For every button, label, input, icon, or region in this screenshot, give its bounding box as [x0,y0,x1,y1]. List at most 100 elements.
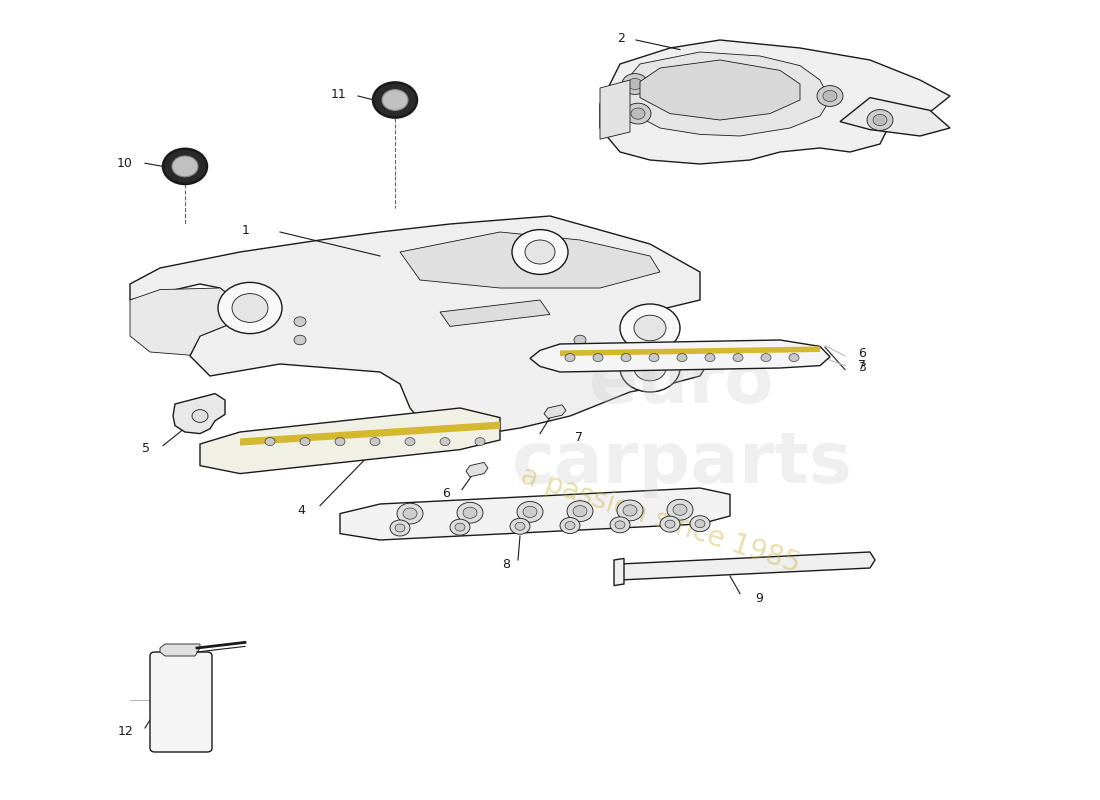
Text: 6: 6 [442,487,450,500]
Circle shape [676,354,688,362]
Circle shape [565,522,575,530]
Circle shape [463,507,477,518]
Text: 2: 2 [617,32,625,45]
Circle shape [510,518,530,534]
Circle shape [450,519,470,535]
Polygon shape [544,405,566,418]
Circle shape [621,354,631,362]
Circle shape [373,82,417,118]
Circle shape [867,110,893,130]
Text: 4: 4 [297,504,305,517]
Circle shape [525,240,556,264]
Circle shape [403,508,417,519]
Circle shape [789,354,799,362]
Circle shape [649,354,659,362]
Circle shape [336,438,345,446]
Circle shape [621,74,648,94]
Circle shape [522,506,537,518]
Text: 5: 5 [142,442,150,454]
Circle shape [172,156,198,177]
Circle shape [620,304,680,352]
Circle shape [673,504,688,515]
Circle shape [517,502,543,522]
Circle shape [515,522,525,530]
Circle shape [573,506,587,517]
Polygon shape [640,60,800,120]
Circle shape [560,518,580,534]
Circle shape [695,520,705,528]
Circle shape [666,520,675,528]
Polygon shape [600,80,630,139]
Circle shape [265,438,275,446]
Circle shape [218,282,282,334]
Polygon shape [130,216,710,436]
Circle shape [620,344,680,392]
Text: 12: 12 [118,725,133,738]
Circle shape [382,90,408,110]
Circle shape [634,315,665,341]
Circle shape [628,78,642,90]
Circle shape [440,438,450,446]
Circle shape [294,317,306,326]
Text: 3: 3 [858,361,866,374]
Circle shape [623,505,637,516]
Text: 9: 9 [755,592,763,605]
Polygon shape [160,644,200,656]
Circle shape [615,521,625,529]
Polygon shape [840,98,950,136]
Polygon shape [615,552,874,580]
Circle shape [370,438,379,446]
Circle shape [456,502,483,523]
Polygon shape [600,40,950,164]
Circle shape [300,438,310,446]
FancyBboxPatch shape [150,652,212,752]
Circle shape [634,355,665,381]
Text: euro: euro [590,350,774,418]
Circle shape [566,501,593,522]
Circle shape [610,517,630,533]
Circle shape [625,103,651,124]
Circle shape [405,438,415,446]
Text: carparts: carparts [512,430,852,498]
Circle shape [593,354,603,362]
Polygon shape [340,488,730,540]
Circle shape [761,354,771,362]
Circle shape [192,410,208,422]
Text: a passion since 1985: a passion since 1985 [517,462,803,578]
Polygon shape [560,346,820,356]
Polygon shape [530,340,830,372]
Text: 7: 7 [858,359,866,372]
Circle shape [873,114,887,126]
Polygon shape [620,52,830,136]
Circle shape [823,90,837,102]
Polygon shape [440,300,550,326]
Polygon shape [130,288,240,355]
Circle shape [397,503,424,524]
Circle shape [232,294,268,322]
Text: 1: 1 [242,224,250,237]
Circle shape [390,520,410,536]
Circle shape [817,86,843,106]
Polygon shape [466,462,488,477]
Circle shape [733,354,742,362]
Circle shape [395,524,405,532]
Circle shape [475,438,485,446]
Text: 8: 8 [502,558,510,570]
Circle shape [660,516,680,532]
Circle shape [565,354,575,362]
Text: 6: 6 [858,347,866,360]
Circle shape [455,523,465,531]
Polygon shape [614,558,624,586]
Text: 7: 7 [575,431,583,444]
Circle shape [294,335,306,345]
Circle shape [705,354,715,362]
Polygon shape [200,408,500,474]
Circle shape [631,108,645,119]
Polygon shape [400,232,660,288]
Text: 11: 11 [330,88,346,101]
Polygon shape [173,394,225,434]
Circle shape [574,335,586,345]
Polygon shape [240,422,501,446]
Circle shape [617,500,643,521]
Circle shape [163,149,207,184]
